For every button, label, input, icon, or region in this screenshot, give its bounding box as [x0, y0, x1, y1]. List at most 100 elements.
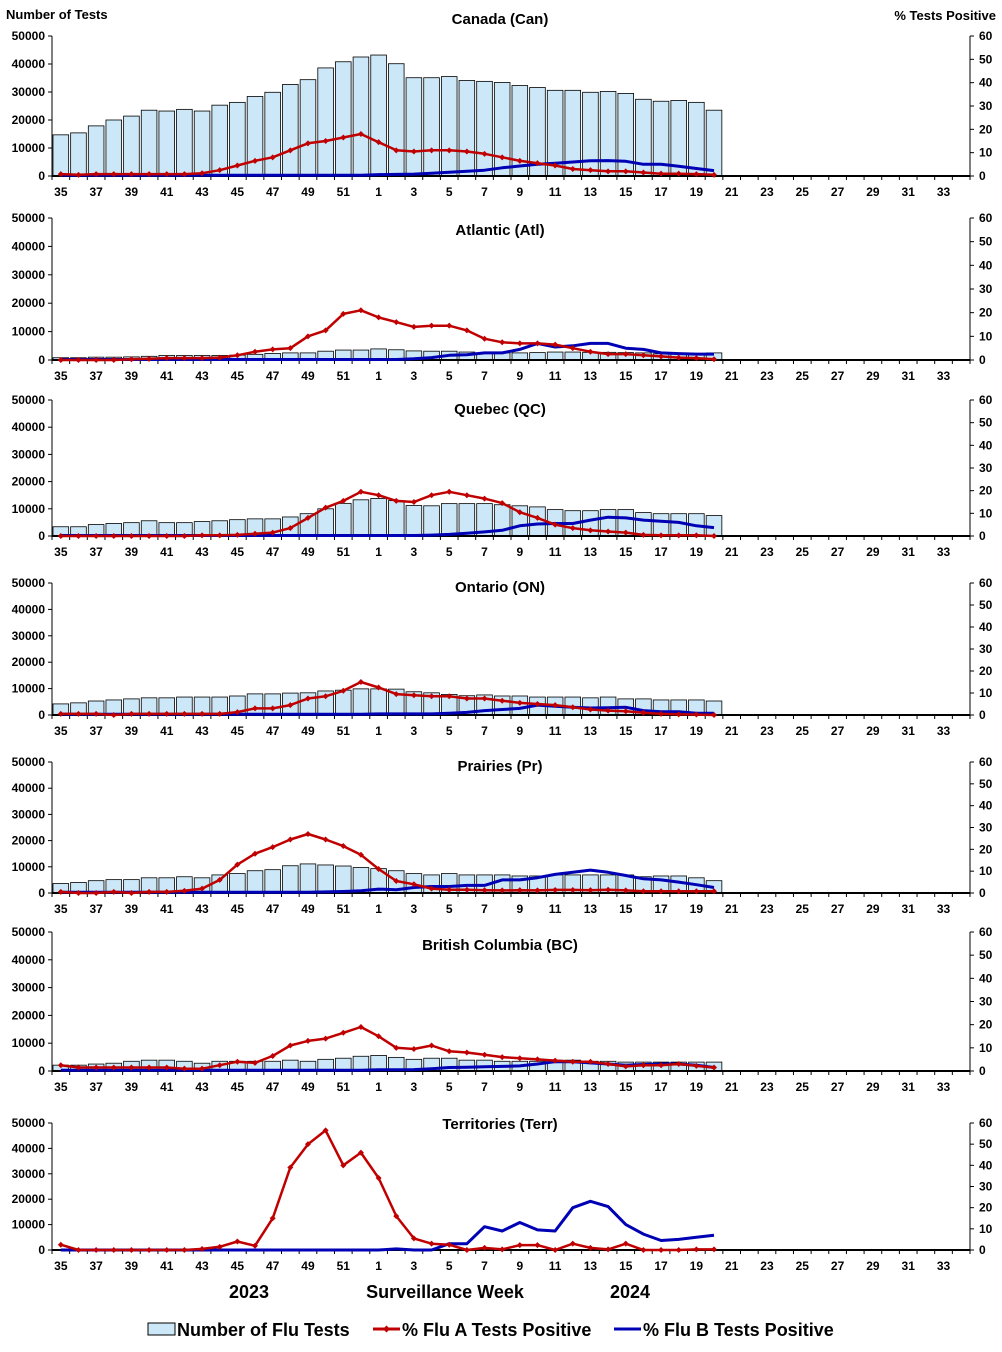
y-right-tick-label: 20 — [979, 122, 993, 136]
y-left-tick-label: 10000 — [12, 860, 46, 874]
x-tick-label: 43 — [195, 724, 209, 738]
point-flu-a — [199, 885, 206, 892]
bar-tests — [493, 82, 511, 177]
point-flu-a — [181, 887, 188, 894]
panel-4: Prairies (Pr) 0 10000 20000 30000 40000 50000 0… — [12, 755, 993, 916]
bar-tests — [388, 500, 405, 537]
y-right-tick-label: 20 — [979, 306, 993, 320]
x-tick-label: 17 — [654, 545, 668, 559]
point-flu-a — [128, 710, 135, 717]
point-flu-a — [375, 684, 382, 691]
point-flu-a — [446, 886, 453, 893]
y-right-tick-label: 10 — [979, 686, 993, 700]
x-tick-label: 41 — [160, 545, 174, 559]
point-flu-a — [375, 1175, 382, 1182]
x-tick-label: 39 — [125, 1080, 139, 1094]
line-flu-b — [60, 1199, 715, 1252]
x-tick-label: 35 — [54, 902, 68, 916]
y-right-tick-label: 50 — [979, 52, 993, 66]
point-flu-a — [428, 147, 435, 154]
point-flu-a — [375, 1033, 382, 1040]
point-flu-a — [569, 166, 576, 172]
point-flu-a — [199, 710, 206, 717]
y-right-tick-label: 40 — [979, 971, 993, 985]
x-tick-label: 37 — [89, 185, 103, 199]
x-tick-label: 51 — [337, 902, 351, 916]
x-tick-label: 37 — [89, 369, 103, 383]
point-flu-a — [75, 890, 82, 896]
bar-tests — [511, 352, 529, 361]
x-tick-label: 3 — [411, 369, 418, 383]
y-right-tick-label: 10 — [979, 1041, 993, 1055]
x-tick-label: 25 — [796, 369, 810, 383]
point-flu-a — [481, 150, 488, 157]
y-right-tick-label: 40 — [979, 1158, 993, 1172]
point-flu-a — [163, 171, 170, 178]
x-tick-label: 3 — [411, 1259, 418, 1273]
bar-tests — [405, 505, 423, 537]
x-tick-label: 33 — [937, 1259, 951, 1273]
x-tick-label: 37 — [89, 545, 103, 559]
point-flu-a — [304, 831, 311, 838]
x-tick-label: 31 — [902, 369, 916, 383]
line-flu-a — [60, 132, 715, 177]
point-flu-a — [587, 527, 594, 534]
bar-tests — [388, 63, 405, 177]
point-flu-a — [252, 530, 259, 537]
bar-tests — [158, 110, 175, 177]
point-flu-a — [499, 500, 506, 507]
point-flu-a — [269, 346, 276, 353]
y-left-tick-label: 0 — [38, 1243, 45, 1257]
x-tick-label: 45 — [231, 902, 245, 916]
point-flu-a — [163, 888, 170, 895]
x-tick-label: 37 — [89, 1080, 103, 1094]
point-flu-a — [675, 888, 682, 895]
bar-tests — [705, 109, 723, 177]
x-tick-label: 9 — [516, 902, 523, 916]
point-flu-a — [534, 514, 541, 521]
y-right-tick-label: 0 — [979, 886, 986, 900]
point-flu-a — [569, 1058, 576, 1065]
x-tick-label: 17 — [654, 1080, 668, 1094]
point-flu-a — [640, 1062, 647, 1069]
line-flu-b — [60, 341, 714, 361]
x-tick-label: 33 — [937, 545, 951, 559]
panel-title: Territories (Terr) — [442, 1116, 557, 1133]
point-flu-a — [75, 533, 82, 539]
point-flu-a — [463, 1049, 470, 1056]
x-tick-label: 27 — [831, 545, 845, 559]
bar-tests — [123, 115, 140, 177]
y-right-tick-label: 40 — [979, 620, 993, 634]
point-flu-a — [322, 138, 329, 144]
point-flu-a — [410, 1045, 417, 1052]
bar-tests — [52, 134, 70, 177]
x-tick-label: 11 — [549, 724, 562, 738]
point-flu-a — [146, 171, 153, 178]
bar-tests — [70, 132, 87, 177]
y-right-tick-label: 10 — [979, 1222, 993, 1236]
x-tick-label: 5 — [446, 185, 453, 199]
point-flu-a — [534, 340, 541, 347]
point-flu-a — [587, 348, 594, 355]
point-flu-a — [216, 532, 223, 539]
y-left-tick-label: 0 — [38, 353, 45, 367]
point-flu-a — [252, 1059, 259, 1066]
x-tick-label: 13 — [584, 724, 598, 738]
x-tick-label: 9 — [516, 369, 523, 383]
point-flu-a — [587, 706, 594, 713]
x-tick-label: 13 — [584, 1080, 598, 1094]
point-flu-a — [234, 1238, 241, 1245]
x-tick-label: 9 — [516, 1080, 523, 1094]
point-flu-a — [622, 168, 629, 175]
x-tick-label: 47 — [266, 1259, 280, 1273]
point-flu-a — [605, 528, 612, 535]
x-tick-label: 23 — [760, 1259, 774, 1273]
y-right-tick-label: 60 — [979, 755, 993, 769]
x-tick-label: 1 — [375, 724, 382, 738]
x-tick-label: 23 — [760, 724, 774, 738]
point-flu-a — [57, 1062, 64, 1069]
point-flu-a — [622, 529, 629, 536]
y-right-tick-label: 10 — [979, 864, 993, 878]
bar-tests — [352, 499, 370, 537]
point-flu-a — [93, 171, 100, 178]
